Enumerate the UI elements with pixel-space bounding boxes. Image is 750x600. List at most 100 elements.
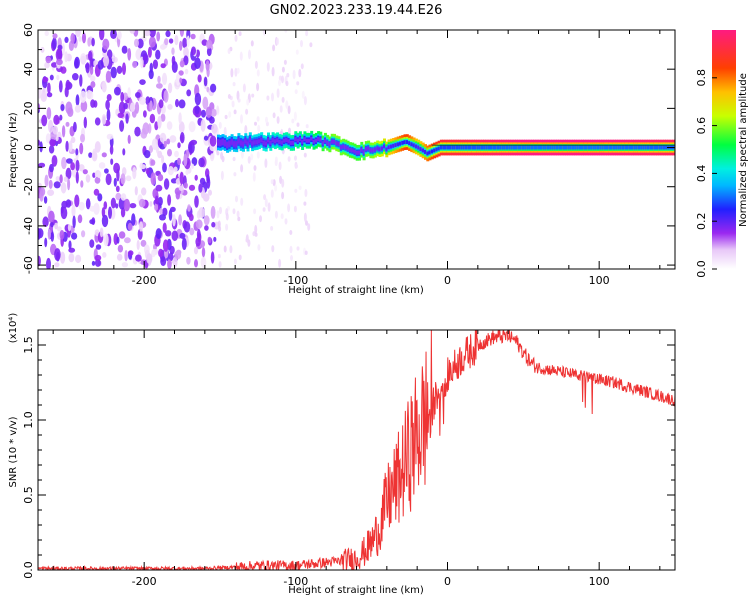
spectrogram-cell	[136, 239, 140, 251]
spectrogram-cell	[224, 114, 228, 120]
spectrogram-cell	[346, 146, 350, 151]
spectrogram-cell	[256, 151, 260, 159]
spectrogram-cell	[142, 55, 148, 62]
spectrogram-cell	[239, 51, 243, 61]
spectrogram-y-tick-label: -20	[22, 178, 35, 196]
spectrogram-cell	[53, 181, 61, 189]
spectrogram-cell	[298, 137, 302, 141]
spectrogram-cell	[97, 193, 103, 202]
spectrogram-cell	[45, 56, 52, 64]
spectrogram-cell	[540, 145, 543, 150]
spectrogram-cell	[285, 80, 289, 87]
spectrogram-cell	[662, 145, 666, 150]
spectrogram-cell	[75, 94, 80, 107]
spectrogram-cell	[284, 218, 288, 225]
spectrogram-cell	[179, 30, 184, 37]
spectrogram-cell	[303, 212, 307, 223]
spectrogram-cell	[247, 156, 251, 164]
spectrogram-cell	[52, 125, 58, 135]
spectrogram-cell	[142, 122, 150, 135]
spectrogram-cell	[168, 38, 174, 44]
spectrogram-cell	[293, 111, 297, 121]
spectrogram-cell	[79, 142, 84, 155]
spectrogram-cell	[103, 201, 108, 210]
spectrogram-cell	[330, 139, 334, 144]
spectrogram-cell	[276, 138, 280, 143]
spectrogram-cell	[38, 162, 46, 168]
spectrogram-cell	[303, 96, 307, 106]
spectrogram-cell	[183, 153, 188, 167]
spectrogram-cell	[274, 156, 278, 164]
spectrogram-cell	[240, 197, 244, 206]
spectrogram-cell	[594, 145, 598, 150]
spectrogram-cell	[335, 141, 339, 146]
spectrogram-cell	[424, 150, 427, 154]
spectrogram-cell	[89, 205, 97, 212]
spectrogram-cell	[179, 60, 185, 68]
spectrogram-cell	[124, 250, 128, 262]
spectrogram-cell	[105, 99, 110, 110]
spectrogram-cell	[50, 222, 54, 228]
spectrogram-cell	[305, 138, 309, 143]
spectrogram-cell	[101, 214, 109, 228]
spectrogram-cell	[310, 136, 314, 141]
spectrogram-cell	[190, 139, 198, 146]
spectrogram-cell	[48, 179, 53, 189]
spectrogram-cell	[517, 145, 521, 150]
spectrogram-cell	[293, 205, 297, 213]
spectrogram-cell	[169, 135, 177, 143]
spectrogram-cell	[183, 182, 188, 189]
spectrogram-cell	[113, 177, 117, 187]
spectrogram-cell	[95, 244, 102, 250]
spectrogram-cell	[601, 145, 605, 150]
spectrogram-cell	[149, 113, 156, 124]
spectrogram-cell	[38, 139, 41, 146]
spectrogram-cell	[60, 251, 66, 264]
spectrogram-cell	[272, 44, 276, 52]
spectrogram-cell	[259, 215, 262, 223]
spectrogram-cell	[225, 223, 229, 231]
spectrogram-cell	[127, 222, 133, 231]
spectrogram-cell	[254, 224, 258, 234]
spectrogram-cell	[294, 188, 298, 193]
spectrogram-cell	[219, 206, 222, 215]
spectrogram-cell	[234, 67, 238, 77]
spectrogram-cell	[200, 256, 207, 268]
spectrogram-cell	[203, 135, 209, 141]
spectrogram-cell	[40, 187, 46, 196]
spectrogram-cell	[458, 145, 462, 150]
spectrogram-cell	[147, 46, 152, 58]
spectrogram-cell	[317, 137, 321, 141]
spectrogram-cell	[660, 145, 664, 150]
spectrogram-heatmap	[38, 30, 675, 269]
spectrogram-cell	[78, 201, 85, 211]
spectrogram-cell	[253, 208, 257, 215]
spectrogram-cell	[238, 254, 242, 261]
spectrogram-x-tick-label: 0	[444, 274, 451, 287]
spectrogram-cell	[244, 125, 248, 134]
spectrogram-cell	[367, 146, 371, 151]
spectrogram-cell	[296, 246, 300, 251]
spectrogram-cell	[80, 100, 88, 112]
spectrogram-cell	[220, 170, 224, 181]
spectrogram-cell	[187, 204, 191, 212]
spectrogram-cell	[494, 145, 498, 150]
spectrogram-cell	[419, 147, 423, 151]
spectrogram-cell	[281, 66, 285, 73]
spectrogram-cell	[213, 236, 217, 242]
spectrogram-cell	[524, 145, 528, 150]
spectrogram-cell	[219, 140, 223, 145]
spectrogram-cell	[257, 244, 261, 251]
spectrogram-cell	[294, 155, 297, 161]
spectrogram-cell	[191, 46, 196, 56]
spectrogram-cell	[435, 147, 439, 152]
spectrogram-cell	[326, 140, 330, 145]
spectrogram-cell	[49, 163, 54, 173]
spectrogram-cell	[590, 145, 594, 150]
spectrogram-cell	[189, 227, 195, 236]
spectrogram-cell	[120, 207, 126, 218]
spectrogram-cell	[116, 65, 123, 74]
spectrogram-cell	[178, 99, 186, 109]
spectrogram-cell	[82, 169, 88, 175]
